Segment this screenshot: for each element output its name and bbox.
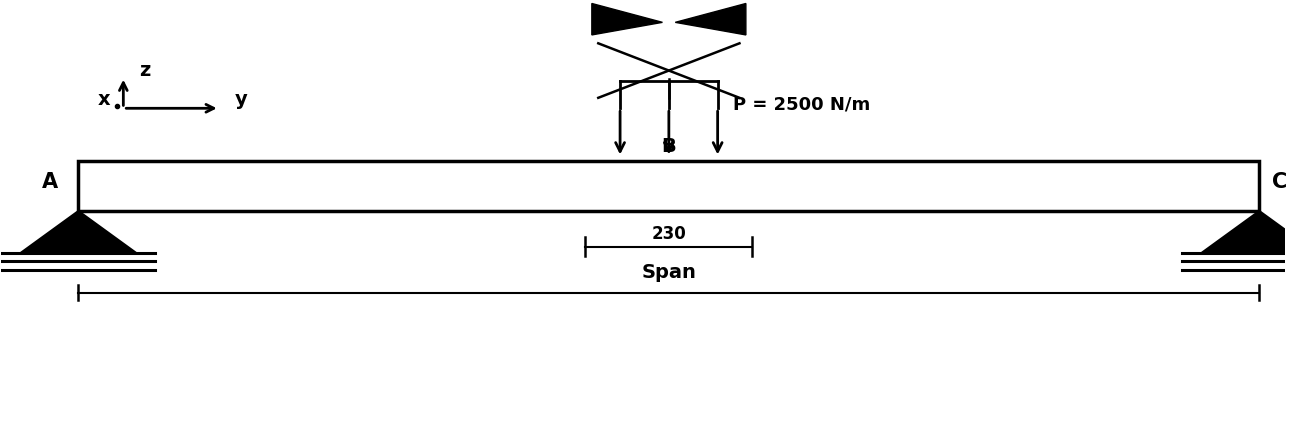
Text: y: y bbox=[235, 90, 248, 109]
Text: B: B bbox=[662, 137, 676, 156]
Text: Span: Span bbox=[641, 263, 697, 282]
Text: A: A bbox=[43, 172, 58, 192]
Text: C: C bbox=[1272, 172, 1287, 192]
Polygon shape bbox=[21, 211, 137, 253]
Text: z: z bbox=[139, 61, 150, 80]
Text: 230: 230 bbox=[651, 225, 686, 243]
Text: x: x bbox=[98, 90, 111, 109]
Polygon shape bbox=[592, 3, 663, 35]
Polygon shape bbox=[675, 3, 746, 35]
Bar bbox=[79, 161, 1259, 211]
Text: P = 2500 N/m: P = 2500 N/m bbox=[733, 95, 871, 113]
Polygon shape bbox=[1201, 211, 1290, 253]
